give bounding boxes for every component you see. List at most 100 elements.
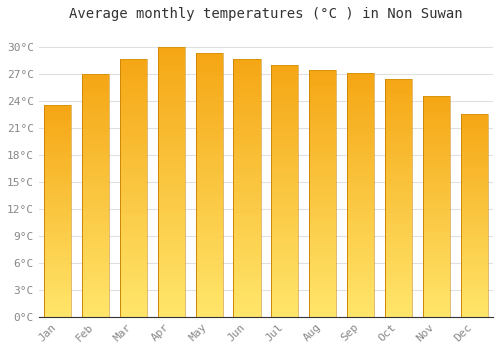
- Bar: [309, 251, 336, 255]
- Bar: [120, 115, 147, 119]
- Bar: [158, 74, 185, 78]
- Bar: [82, 280, 109, 285]
- Bar: [44, 204, 72, 208]
- Bar: [234, 295, 260, 300]
- Bar: [196, 93, 223, 97]
- Bar: [422, 163, 450, 166]
- Bar: [347, 187, 374, 191]
- Bar: [234, 205, 260, 209]
- Bar: [196, 66, 223, 71]
- Bar: [196, 53, 223, 58]
- Bar: [347, 207, 374, 211]
- Bar: [196, 313, 223, 317]
- Bar: [234, 313, 260, 317]
- Bar: [422, 206, 450, 210]
- Bar: [120, 295, 147, 300]
- Bar: [158, 168, 185, 173]
- Bar: [385, 114, 412, 118]
- Bar: [385, 174, 412, 178]
- Bar: [460, 303, 488, 307]
- Bar: [271, 178, 298, 182]
- Bar: [309, 144, 336, 148]
- Bar: [347, 256, 374, 260]
- Bar: [422, 236, 450, 240]
- Bar: [234, 72, 260, 76]
- Bar: [44, 310, 72, 313]
- Bar: [44, 169, 72, 173]
- Bar: [158, 146, 185, 150]
- Bar: [309, 263, 336, 267]
- Bar: [158, 61, 185, 65]
- Bar: [309, 238, 336, 243]
- Bar: [196, 225, 223, 229]
- Bar: [422, 273, 450, 277]
- Bar: [385, 170, 412, 174]
- Bar: [422, 309, 450, 313]
- Bar: [460, 236, 488, 239]
- Bar: [309, 152, 336, 156]
- Bar: [385, 198, 412, 202]
- Bar: [120, 170, 147, 175]
- Bar: [385, 305, 412, 309]
- Bar: [422, 247, 450, 251]
- Bar: [309, 280, 336, 284]
- Bar: [309, 70, 310, 317]
- Bar: [196, 53, 223, 317]
- Bar: [158, 299, 185, 303]
- Bar: [271, 216, 298, 220]
- Bar: [460, 192, 488, 195]
- Bar: [120, 153, 147, 158]
- Bar: [309, 300, 336, 304]
- Bar: [234, 93, 260, 97]
- Bar: [120, 158, 147, 162]
- Bar: [460, 276, 488, 280]
- Bar: [44, 285, 72, 289]
- Bar: [196, 172, 223, 176]
- Bar: [120, 110, 147, 115]
- Bar: [385, 178, 412, 182]
- Bar: [82, 248, 109, 252]
- Bar: [44, 180, 72, 183]
- Bar: [347, 276, 374, 280]
- Bar: [347, 284, 374, 288]
- Bar: [196, 290, 223, 295]
- Bar: [234, 209, 260, 214]
- Bar: [158, 47, 159, 317]
- Bar: [196, 211, 223, 216]
- Bar: [347, 268, 374, 272]
- Bar: [234, 287, 260, 291]
- Bar: [44, 105, 72, 109]
- Bar: [422, 126, 450, 130]
- Bar: [309, 107, 336, 111]
- Bar: [347, 203, 374, 207]
- Bar: [422, 199, 450, 203]
- Bar: [422, 130, 450, 133]
- Bar: [44, 264, 72, 267]
- Bar: [347, 98, 374, 101]
- Bar: [385, 126, 412, 130]
- Bar: [158, 164, 185, 168]
- Bar: [385, 313, 412, 317]
- Bar: [385, 138, 412, 142]
- Bar: [347, 272, 374, 276]
- Bar: [44, 137, 72, 141]
- Bar: [460, 307, 488, 310]
- Bar: [347, 85, 374, 89]
- Bar: [271, 74, 298, 78]
- Bar: [158, 150, 185, 155]
- Bar: [158, 83, 185, 88]
- Bar: [158, 191, 185, 195]
- Bar: [422, 97, 450, 317]
- Bar: [309, 234, 336, 238]
- Bar: [422, 144, 450, 148]
- Bar: [120, 106, 147, 110]
- Bar: [158, 195, 185, 200]
- Bar: [347, 304, 374, 309]
- Bar: [44, 243, 72, 246]
- Bar: [309, 304, 336, 309]
- Bar: [460, 162, 488, 165]
- Bar: [460, 189, 488, 192]
- Bar: [158, 56, 185, 61]
- Bar: [196, 203, 223, 207]
- Bar: [158, 214, 185, 218]
